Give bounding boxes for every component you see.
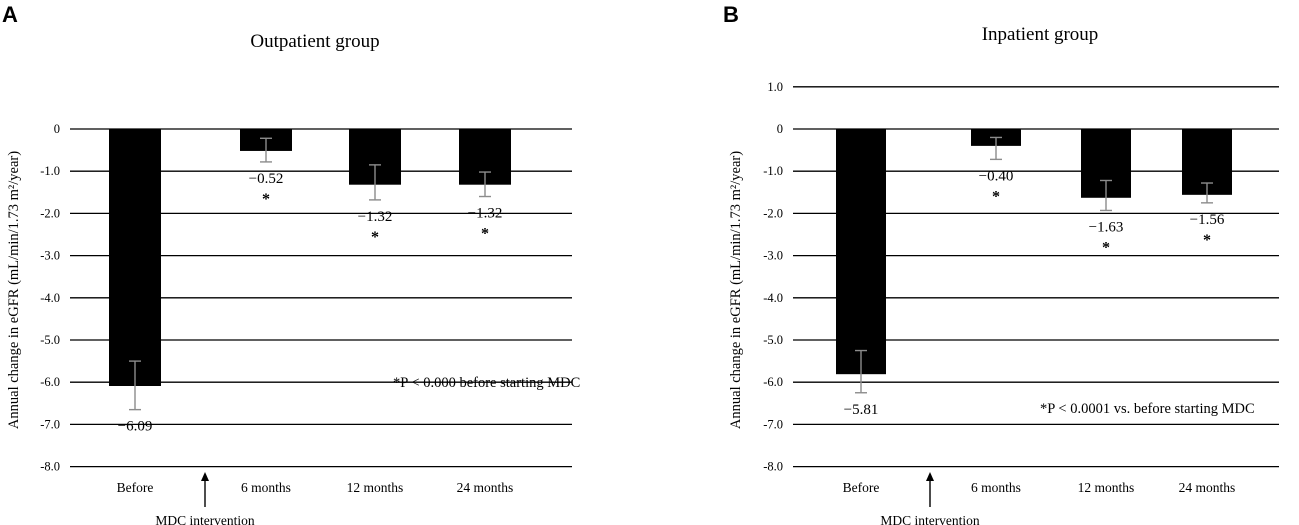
panel-a-annotation: *P < 0.000 before starting MDC <box>393 375 580 391</box>
panel-b-significance-marker: * <box>1203 232 1211 249</box>
panel-b-category-label: 24 months <box>1179 480 1236 495</box>
panel-a-value-label: −1.32 <box>358 209 393 225</box>
panel-b-error-bar <box>990 136 1002 161</box>
panel-a-significance-marker: * <box>262 191 270 208</box>
panel-a-significance-marker: * <box>371 229 379 246</box>
panel-b-y-tick-label: -4.0 <box>763 291 783 305</box>
panel-b-category-label: 6 months <box>971 480 1021 495</box>
panel-b-intervention-label: MDC intervention <box>880 513 980 525</box>
panel-b-error-bar <box>1100 179 1112 212</box>
panel-a-bar <box>109 129 161 386</box>
panel-b-y-tick-label: -7.0 <box>763 417 783 431</box>
panel-b-error-bar <box>855 349 867 394</box>
panel-b-error-bar <box>1201 182 1213 204</box>
panel-a-error-bar <box>479 171 491 198</box>
panel-b-value-label: −1.56 <box>1190 212 1225 228</box>
panel-b-y-axis-label: Annual change in eGFR (mL/min/1.73 m²/ye… <box>728 151 744 429</box>
panel-a-value-label: −1.32 <box>468 206 503 222</box>
panel-b-y-tick-label: -2.0 <box>763 206 783 220</box>
panel-a-y-tick-label: -2.0 <box>40 206 60 220</box>
panel-b-y-tick-label: 1.0 <box>767 80 783 94</box>
panel-b-value-label: −1.63 <box>1089 219 1124 235</box>
panel-b-annotation: *P < 0.0001 vs. before starting MDC <box>1040 401 1255 417</box>
panel-a-y-tick-label: -8.0 <box>40 460 60 474</box>
panel-b-letter: B <box>723 2 739 27</box>
panel-b-significance-marker: * <box>992 188 1000 205</box>
panel-b: B Inpatient group Annual change in eGFR … <box>723 2 1279 525</box>
panel-b-significance-marker: * <box>1102 239 1110 256</box>
panel-b-intervention-arrow <box>926 472 934 507</box>
panel-b-category-label: Before <box>843 480 880 495</box>
panel-b-value-label: −5.81 <box>844 402 879 418</box>
panel-a-error-bar <box>260 137 272 163</box>
panel-a-category-label: 24 months <box>457 480 514 495</box>
panel-a-y-tick-label: -3.0 <box>40 249 60 263</box>
panel-a-error-bar <box>129 360 141 411</box>
panel-a-y-tick-label: -4.0 <box>40 291 60 305</box>
panel-a-y-tick-label: -1.0 <box>40 164 60 178</box>
panel-b-y-tick-label: -6.0 <box>763 375 783 389</box>
panel-a-y-axis-label: Annual change in eGFR (mL/min/1.73 m²/ye… <box>6 151 22 429</box>
panel-b-category-label: 12 months <box>1078 480 1135 495</box>
panel-a-letter: A <box>2 2 18 27</box>
panel-a-title: Outpatient group <box>250 31 379 52</box>
panel-b-y-tick-label: -1.0 <box>763 164 783 178</box>
panel-b-value-label: −0.40 <box>979 168 1014 184</box>
panel-a-category-label: Before <box>117 480 154 495</box>
panel-b-y-tick-label: -8.0 <box>763 460 783 474</box>
panel-a-value-label: −6.09 <box>118 419 153 435</box>
panel-a-value-label: −0.52 <box>249 171 284 187</box>
panel-a-intervention-arrow <box>201 472 209 507</box>
panel-a-y-tick-label: 0 <box>54 122 60 136</box>
panel-b-title: Inpatient group <box>982 24 1099 45</box>
panel-a-category-label: 6 months <box>241 480 291 495</box>
panel-a-category-label: 12 months <box>347 480 404 495</box>
panel-a: A Outpatient group Annual change in eGFR… <box>2 2 580 525</box>
panel-a-intervention-label: MDC intervention <box>155 513 255 525</box>
panel-a-y-tick-label: -7.0 <box>40 417 60 431</box>
panel-b-y-tick-label: -3.0 <box>763 249 783 263</box>
panel-b-bar <box>836 129 886 375</box>
panel-a-y-tick-label: -6.0 <box>40 375 60 389</box>
panel-b-y-tick-label: -5.0 <box>763 333 783 347</box>
panel-b-y-tick-label: 0 <box>777 122 783 136</box>
panel-a-error-bar <box>369 164 381 201</box>
panel-a-y-tick-label: -5.0 <box>40 333 60 347</box>
panel-a-significance-marker: * <box>481 226 489 243</box>
